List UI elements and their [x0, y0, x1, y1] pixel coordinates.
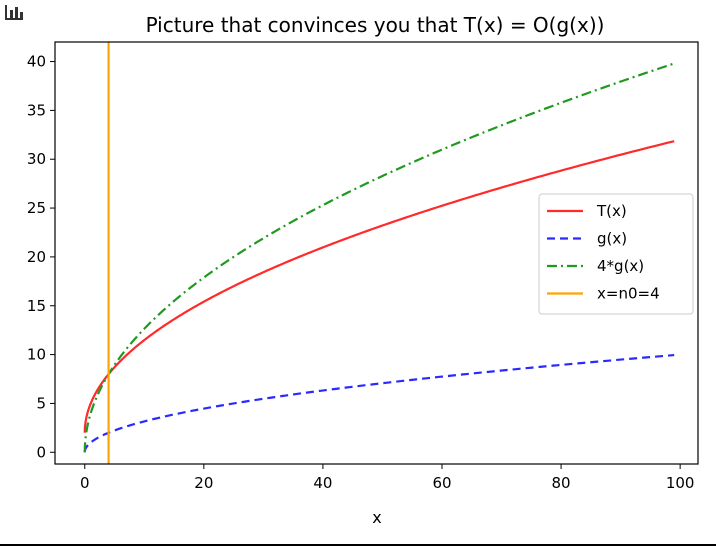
y-tick-label: 0	[36, 443, 46, 461]
y-tick-label: 30	[27, 150, 46, 168]
x-axis: 0 20 40 60 80 100	[80, 464, 694, 492]
x-tick-label: 100	[666, 474, 695, 492]
legend-box	[538, 193, 694, 315]
x-tick-label: 80	[552, 474, 571, 492]
y-tick-label: 10	[27, 346, 46, 364]
legend-label: 4*g(x)	[597, 257, 644, 275]
y-tick-label: 15	[27, 297, 46, 315]
x-tick-label: 60	[432, 474, 451, 492]
y-tick-label: 35	[27, 101, 46, 119]
series-line-2	[83, 62, 675, 453]
y-axis: 0 5 10 15 20 25 30 35 40	[27, 53, 55, 461]
plot-frame	[54, 41, 699, 465]
legend-label: g(x)	[597, 230, 627, 248]
y-tick-label: 5	[36, 394, 46, 412]
x-tick-label: 0	[80, 474, 90, 492]
series-line-0	[83, 140, 675, 433]
x-tick-label: 20	[194, 474, 213, 492]
legend-label: T(x)	[596, 202, 627, 220]
y-tick-label: 20	[27, 248, 46, 266]
y-tick-label: 40	[27, 53, 46, 71]
cell-divider	[0, 544, 716, 546]
chart-title: Picture that convinces you that T(x) = O…	[146, 13, 605, 37]
series-line-1	[83, 353, 675, 453]
bar-chart-icon[interactable]	[2, 2, 28, 24]
legend: T(x) g(x) 4*g(x) x=n0=4	[538, 193, 694, 315]
y-tick-label: 25	[27, 199, 46, 217]
x-tick-label: 40	[313, 474, 332, 492]
x-axis-label: x	[372, 508, 381, 527]
legend-label: x=n0=4	[597, 285, 660, 303]
plot-area	[54, 41, 699, 465]
